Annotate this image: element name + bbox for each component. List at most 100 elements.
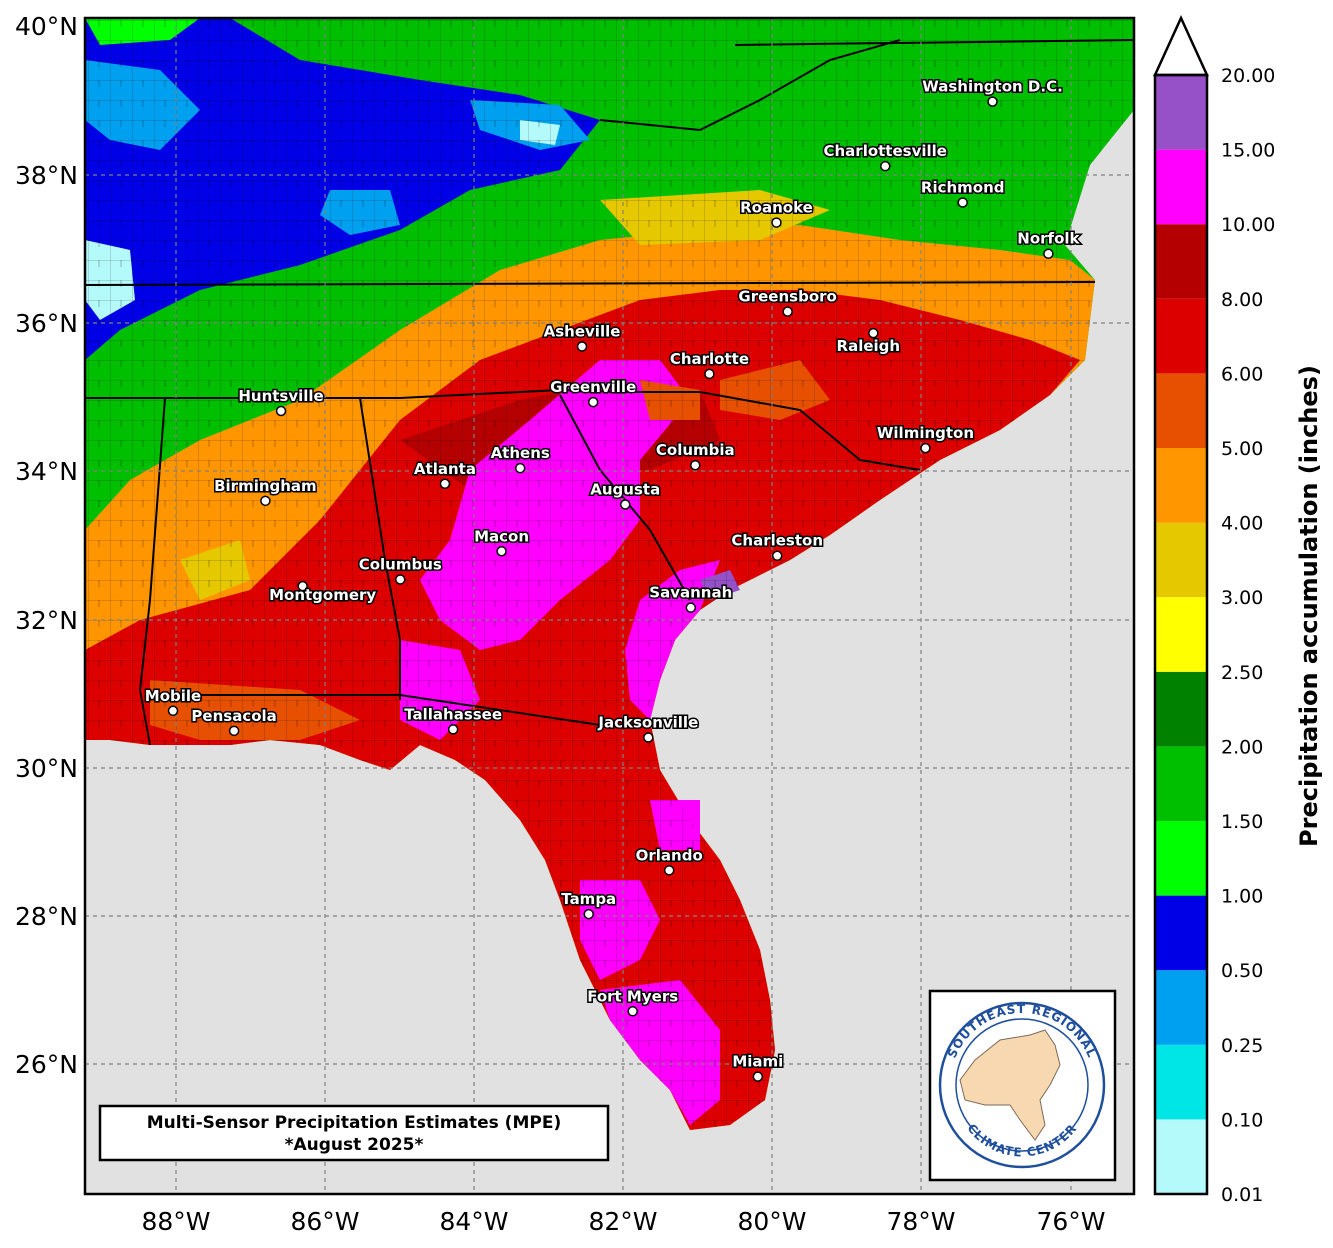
sercc-logo: SOUTHEAST REGIONAL CLIMATE CENTER [928,989,1117,1182]
lat-axis: 40°N 38°N 36°N 34°N 32°N 30°N 28°N 26°N [15,12,78,1079]
lat-label: 26°N [15,1050,78,1079]
lat-label: 40°N [15,12,78,41]
colorbar-bin [1155,298,1207,374]
city-label: Fort Myers [587,987,678,1005]
city-label: Columbus [359,555,442,573]
city-dot [260,495,271,507]
city-dot [663,865,675,876]
city-label: Richmond [921,179,1005,197]
city-label: Norfolk [1017,230,1080,248]
city-dot [879,160,891,172]
city-label: Montgomery [269,586,376,604]
colorbar-title: Precipitation accumulation (inches) [1295,365,1323,847]
map-frame [83,16,1136,1196]
colorbar-tick-label: 8.00 [1221,289,1263,311]
colorbar-bin [1155,671,1207,747]
lon-axis: 88°W 86°W 84°W 82°W 80°W 78°W 76°W [141,1207,1105,1236]
colorbar-bin [1155,149,1207,225]
gridlines [85,18,1134,1194]
colorbar-bin [1155,970,1207,1045]
city-label: Savannah [649,584,732,602]
colorbar-bin [1155,1044,1207,1120]
city-dot [583,908,594,920]
lon-label: 86°W [290,1207,359,1236]
colorbar-tick-label: 2.50 [1221,662,1263,684]
city-label: Augusta [590,481,660,499]
city-dot [576,341,588,352]
colorbar-tick-label: 0.25 [1221,1035,1263,1057]
city-dot [228,725,240,737]
colorbar-bin [1155,895,1207,971]
city-label: Wilmington [877,424,974,442]
colorbar-tick-label: 5.00 [1221,438,1263,460]
city-dot [587,396,599,408]
colorbar-tick-label: 1.50 [1221,811,1263,833]
city-label: Roanoke [740,199,813,217]
city-label: Birmingham [214,477,317,495]
city-markers: Washington D.C. Charlottesville Richmond Ro… [143,76,1082,1082]
colorbar-bin [1155,448,1207,523]
city-label: Charlotte [670,350,749,368]
city-label: Jacksonville [597,714,698,732]
colorbar-bin [1155,224,1207,299]
lon-label: 76°W [1036,1207,1105,1236]
city-dot [771,217,782,228]
city-dot [496,546,507,557]
city-dot [957,197,968,208]
title-box: Multi-Sensor Precipitation Estimates (MP… [98,1104,610,1162]
colorbar-bin [1155,597,1207,672]
colorbar: 0.01 0.10 0.25 0.50 1.00 1.50 2.00 2.50 3.00 4.00… [1153,14,1275,1206]
lon-label: 84°W [439,1207,508,1236]
lat-label: 30°N [15,754,78,783]
city-label: Asheville [544,322,621,340]
lat-label: 32°N [15,606,78,635]
city-label: Greensboro [738,288,836,306]
city-dot [167,705,179,717]
colorbar-bin [1155,373,1207,448]
city-dot [643,732,654,743]
colorbar-tick-label: 3.00 [1221,587,1263,609]
lon-label: 88°W [141,1207,210,1236]
city-dot [275,405,287,417]
colorbar-frame [1153,73,1209,1196]
city-label: Mobile [145,687,201,705]
city-dot [685,602,697,613]
lon-label: 80°W [737,1207,806,1236]
city-label: Columbia [656,441,735,459]
city-label: Huntsville [238,387,323,405]
city-label: Miami [732,1053,783,1071]
city-dot [394,574,406,585]
city-dot [439,478,451,489]
title-line-1: Multi-Sensor Precipitation Estimates (MP… [147,1113,561,1133]
lat-label: 38°N [15,161,78,190]
city-dot [920,442,931,454]
city-dot [297,580,308,592]
map-panel: Washington D.C. Charlottesville Richmond Ro… [85,18,1134,1194]
city-dot [782,306,793,317]
city-dot [771,550,783,561]
city-dot [868,327,879,339]
city-label: Orlando [636,846,703,864]
colorbar-extend-arrow [1153,14,1209,77]
city-label: Atlanta [414,460,476,478]
colorbar-bin [1155,746,1207,821]
city-dot [704,368,715,380]
state-borders [85,39,1134,746]
colorbar-tick-label: 0.10 [1221,1109,1263,1131]
city-dot [619,499,631,510]
colorbar-tick-label: 6.00 [1221,363,1263,385]
colorbar-tick-label: 20.00 [1221,65,1275,87]
city-dot [690,459,701,471]
city-label: Macon [474,527,529,545]
city-dot [447,724,459,735]
lat-label: 36°N [15,309,78,338]
lat-label: 34°N [15,457,78,486]
city-label: Washington D.C. [922,78,1063,96]
colorbar-bin [1155,1119,1207,1194]
city-label: Athens [491,444,550,462]
city-label: Tampa [561,890,616,908]
colorbar-tick-label: 1.00 [1221,886,1263,908]
city-dot [1043,248,1054,259]
colorbar-tick-label: 2.00 [1221,736,1263,758]
